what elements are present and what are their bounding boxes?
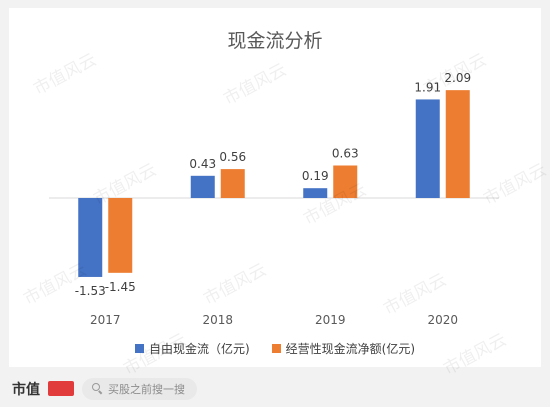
data-label-free-cash-flow-2017: -1.53 [75, 284, 106, 298]
bar-operating-cash-flow-2020 [445, 90, 470, 198]
chart-title: 现金流分析 [227, 30, 323, 52]
legend-swatch-operating-cash-flow [271, 344, 281, 353]
chart-card: 现金流分析 -1.53 -1.45 2017 0.43 0.56 2018 0.19 0.63… [9, 8, 541, 367]
bar-free-cash-flow-2018 [190, 175, 215, 198]
bar-free-cash-flow-2017 [78, 198, 103, 277]
chart-plot: -1.53-1.45 2017 0.43 0.56 2018 0.190.63 2019 1.… [49, 71, 499, 327]
data-label-free-cash-flow-2018: 0.43 [189, 157, 216, 171]
bar-operating-cash-flow-2018 [220, 169, 245, 198]
brand-logo-text: 市值 [12, 381, 40, 398]
data-label-free-cash-flow-2019: 0.19 [302, 169, 329, 183]
legend-item-free-cash-flow: 自由现金流（亿元) [134, 340, 250, 357]
legend-label-operating-cash-flow: 经营性现金流净额(亿元) [285, 342, 416, 356]
bar-operating-cash-flow-2017 [108, 198, 133, 273]
legend-label-free-cash-flow: 自由现金流（亿元) [148, 342, 250, 356]
bar-operating-cash-flow-2019 [333, 165, 358, 198]
bar-free-cash-flow-2019 [303, 188, 328, 198]
chart-legend: 自由现金流（亿元) 经营性现金流净额(亿元) [9, 340, 541, 357]
legend-item-operating-cash-flow: 经营性现金流净额(亿元) [271, 340, 416, 357]
footer-bar: 市值 买股之前搜一搜 [0, 370, 550, 407]
search-placeholder: 买股之前搜一搜 [108, 382, 185, 396]
data-label-free-cash-flow-2020: 1.91 [414, 80, 441, 94]
data-label-operating-cash-flow-2019: 0.63 [332, 146, 359, 160]
x-tick-label-2020: 2020 [427, 313, 458, 327]
search-icon [92, 383, 103, 395]
data-label-operating-cash-flow-2020: 2.09 [444, 71, 471, 85]
x-tick-label-2017: 2017 [90, 313, 121, 327]
x-tick-label-2019: 2019 [315, 313, 346, 327]
legend-swatch-free-cash-flow [134, 344, 144, 353]
data-label-operating-cash-flow-2017: -1.45 [105, 280, 136, 294]
brand-logo-mark [48, 381, 74, 396]
x-tick-label-2018: 2018 [202, 313, 233, 327]
data-label-operating-cash-flow-2018: 0.56 [219, 150, 246, 164]
bar-free-cash-flow-2020 [415, 99, 440, 198]
search-box[interactable]: 买股之前搜一搜 [82, 377, 197, 400]
